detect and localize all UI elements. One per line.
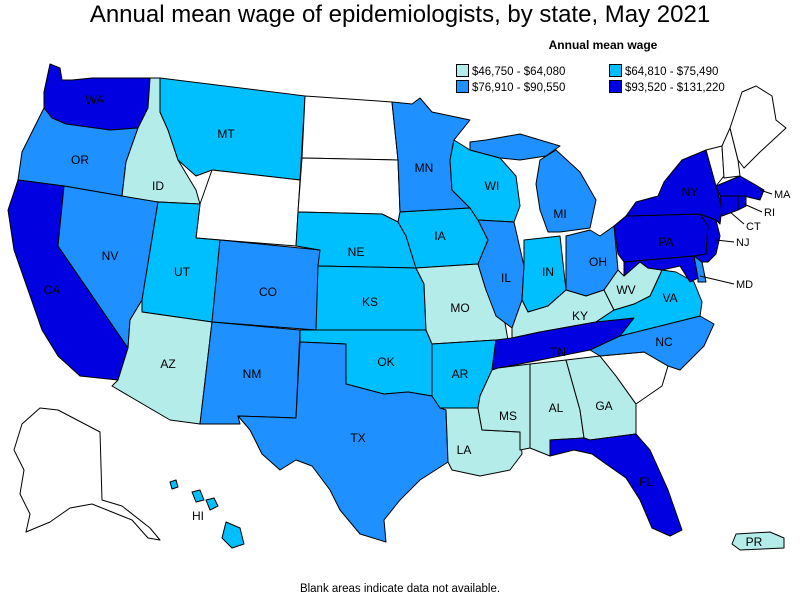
label-in: IN <box>542 265 554 279</box>
legend-swatch-1 <box>456 64 469 77</box>
label-id: ID <box>152 179 164 193</box>
label-ks: KS <box>362 295 378 309</box>
state-ak[interactable] <box>13 407 161 541</box>
state-fl[interactable] <box>549 433 683 537</box>
leader-ma <box>759 189 773 195</box>
label-ca: CA <box>44 283 61 297</box>
label-nm: NM <box>243 367 262 381</box>
state-nd[interactable] <box>301 95 399 161</box>
label-md: MD <box>736 279 753 291</box>
state-pr[interactable] <box>731 531 785 551</box>
leader-ct <box>729 211 745 225</box>
label-fl: FL <box>639 475 653 489</box>
state-mi[interactable] <box>469 133 561 161</box>
label-ne: NE <box>348 245 365 259</box>
label-va: VA <box>662 291 677 305</box>
label-az: AZ <box>160 357 175 371</box>
label-wi: WI <box>485 179 500 193</box>
label-co: CO <box>259 285 277 299</box>
legend-swatch-3 <box>456 80 469 93</box>
state-tx[interactable] <box>237 341 449 543</box>
leader-nj <box>715 239 735 243</box>
legend-label-2: $64,810 - $75,490 <box>625 66 719 78</box>
state-hi-1[interactable] <box>169 479 179 490</box>
label-nc: NC <box>655 335 673 349</box>
state-il[interactable] <box>477 219 525 329</box>
legend-title: Annual mean wage <box>548 38 658 52</box>
state-ri[interactable] <box>737 195 747 211</box>
state-nh[interactable] <box>721 127 741 179</box>
state-wy[interactable] <box>195 169 301 247</box>
label-wa: WA <box>86 93 105 107</box>
label-mn: MN <box>415 161 434 175</box>
state-me[interactable] <box>729 85 787 169</box>
label-tx: TX <box>350 431 365 445</box>
label-il: IL <box>501 271 511 285</box>
legend-item-1: $46,750 - $64,080 <box>456 64 565 78</box>
label-mt: MT <box>217 127 235 141</box>
label-pr: PR <box>746 535 763 549</box>
state-ny[interactable] <box>625 149 723 225</box>
label-ky: KY <box>572 309 588 323</box>
legend-item-3: $76,910 - $90,550 <box>456 80 565 94</box>
legend-item-2: $64,810 - $75,490 <box>609 64 718 78</box>
label-tn: TN <box>550 345 566 359</box>
label-ri: RI <box>764 207 775 219</box>
label-wv: WV <box>616 283 635 297</box>
label-mo: MO <box>450 301 469 315</box>
label-ar: AR <box>452 367 469 381</box>
leader-ri <box>743 203 763 213</box>
label-ia: IA <box>434 229 445 243</box>
label-ut: UT <box>174 265 191 279</box>
legend-swatch-4 <box>609 80 622 93</box>
legend-item-4: $93,520 - $131,220 <box>609 80 725 94</box>
label-al: AL <box>549 401 564 415</box>
leader-md <box>699 275 735 285</box>
legend-label-3: $76,910 - $90,550 <box>472 82 566 94</box>
label-ct: CT <box>746 221 761 233</box>
label-la: LA <box>457 443 472 457</box>
state-hi-3[interactable] <box>205 497 219 511</box>
state-hi-2[interactable] <box>191 489 205 503</box>
map-title: Annual mean wage of epidemiologists, by … <box>89 1 711 28</box>
state-nj[interactable] <box>693 213 721 263</box>
label-pa: PA <box>658 235 673 249</box>
label-mi: MI <box>553 207 566 221</box>
state-mi-lower[interactable] <box>535 149 597 233</box>
label-nj: NJ <box>736 237 749 249</box>
label-ms: MS <box>499 409 517 423</box>
label-nv: NV <box>102 249 119 263</box>
label-oh: OH <box>589 255 607 269</box>
legend-label-1: $46,750 - $64,080 <box>472 66 566 78</box>
state-ct[interactable] <box>719 195 739 217</box>
label-ma: MA <box>774 189 791 201</box>
state-hi-4[interactable] <box>221 521 245 549</box>
label-or: OR <box>71 153 89 167</box>
footnote: Blank areas indicate data not available. <box>299 583 501 595</box>
state-ms[interactable] <box>477 363 531 451</box>
legend-label-4: $93,520 - $131,220 <box>625 82 725 94</box>
legend-swatch-2 <box>609 64 622 77</box>
label-ga: GA <box>595 399 612 413</box>
label-ok: OK <box>377 355 394 369</box>
label-ny: NY <box>682 185 699 199</box>
label-hi: HI <box>192 509 204 523</box>
